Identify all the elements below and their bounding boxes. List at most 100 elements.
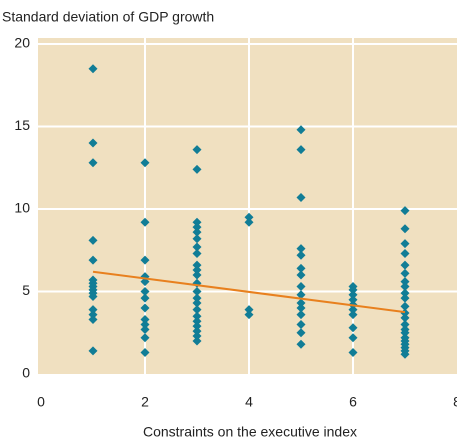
data-point: [192, 331, 202, 341]
data-point: [192, 316, 202, 326]
data-point: [192, 249, 202, 259]
x-tick-label: 4: [245, 394, 253, 410]
data-point: [400, 239, 410, 249]
data-point: [400, 249, 410, 259]
data-point: [192, 227, 202, 237]
data-point: [192, 293, 202, 303]
data-point: [192, 242, 202, 252]
data-point: [244, 212, 254, 222]
data-point: [88, 291, 98, 301]
data-point: [88, 64, 98, 74]
trend-line: [92, 270, 406, 314]
x-axis-label: Constraints on the executive index: [143, 424, 357, 440]
data-point: [88, 235, 98, 245]
data-point: [296, 298, 306, 308]
data-point: [140, 303, 150, 313]
data-point: [400, 282, 410, 292]
data-point: [192, 311, 202, 321]
data-point: [296, 320, 306, 329]
data-point: [400, 277, 410, 287]
data-point: [296, 328, 306, 338]
y-tick-label: 10: [14, 200, 30, 216]
data-point: [400, 308, 410, 318]
data-point: [296, 310, 306, 320]
data-point: [140, 320, 150, 329]
data-point: [400, 349, 410, 359]
data-point: [140, 324, 150, 334]
data-point: [88, 158, 98, 168]
y-tick-label: 5: [22, 282, 30, 298]
y-tick-label: 15: [14, 117, 30, 133]
data-point: [140, 348, 150, 358]
data-point: [348, 305, 358, 315]
plot-background: [38, 38, 457, 374]
data-point: [140, 255, 150, 265]
data-point: [296, 192, 306, 202]
x-tick-label: 6: [349, 394, 357, 410]
data-point: [296, 339, 306, 349]
data-point: [296, 303, 306, 313]
data-point: [244, 217, 254, 227]
data-point: [192, 326, 202, 336]
data-point: [140, 158, 150, 168]
data-point: [348, 348, 358, 358]
data-point: [348, 310, 358, 320]
data-point: [192, 321, 202, 331]
data-point: [296, 250, 306, 260]
data-point: [140, 287, 150, 296]
data-point: [400, 313, 410, 323]
data-point: [192, 265, 202, 275]
data-point: [140, 293, 150, 303]
data-point: [192, 305, 202, 315]
data-point: [348, 290, 358, 300]
data-point: [400, 301, 410, 311]
data-point: [348, 285, 358, 295]
data-point: [140, 333, 150, 343]
y-tick-label: 20: [14, 35, 30, 51]
data-point: [400, 288, 410, 298]
data-point: [296, 270, 306, 280]
data-point: [192, 217, 202, 227]
data-point: [400, 293, 410, 303]
data-point: [192, 260, 202, 270]
data-point: [348, 295, 358, 305]
data-point: [88, 315, 98, 325]
data-point: [192, 287, 202, 296]
data-point: [192, 145, 202, 155]
data-point: [296, 290, 306, 300]
x-tick-label: 0: [37, 394, 45, 410]
data-point: [296, 263, 306, 273]
data-point: [296, 125, 306, 135]
x-tick-label: 2: [141, 394, 149, 410]
data-point: [192, 164, 202, 174]
data-point: [192, 234, 202, 244]
data-point: [296, 145, 306, 155]
data-point: [400, 260, 410, 270]
data-point: [192, 298, 202, 308]
data-point: [88, 255, 98, 265]
data-point: [88, 310, 98, 320]
y-tick-label: 0: [22, 365, 30, 381]
data-point: [192, 270, 202, 280]
data-point: [88, 138, 98, 148]
data-point: [244, 305, 254, 315]
data-point: [192, 222, 202, 232]
data-point: [400, 320, 410, 329]
chart-title: Standard deviation of GDP growth: [2, 9, 214, 25]
data-point: [88, 346, 98, 356]
data-point: [348, 333, 358, 343]
data-point: [348, 323, 358, 333]
data-point: [140, 217, 150, 227]
data-point: [400, 268, 410, 278]
data-point: [400, 328, 410, 338]
data-point: [400, 224, 410, 234]
data-point: [88, 305, 98, 315]
data-point: [296, 282, 306, 292]
data-point: [140, 315, 150, 325]
data-point: [400, 206, 410, 216]
x-tick-label: 8: [453, 394, 457, 410]
data-point: [296, 244, 306, 254]
data-point: [244, 310, 254, 320]
data-point: [192, 336, 202, 346]
